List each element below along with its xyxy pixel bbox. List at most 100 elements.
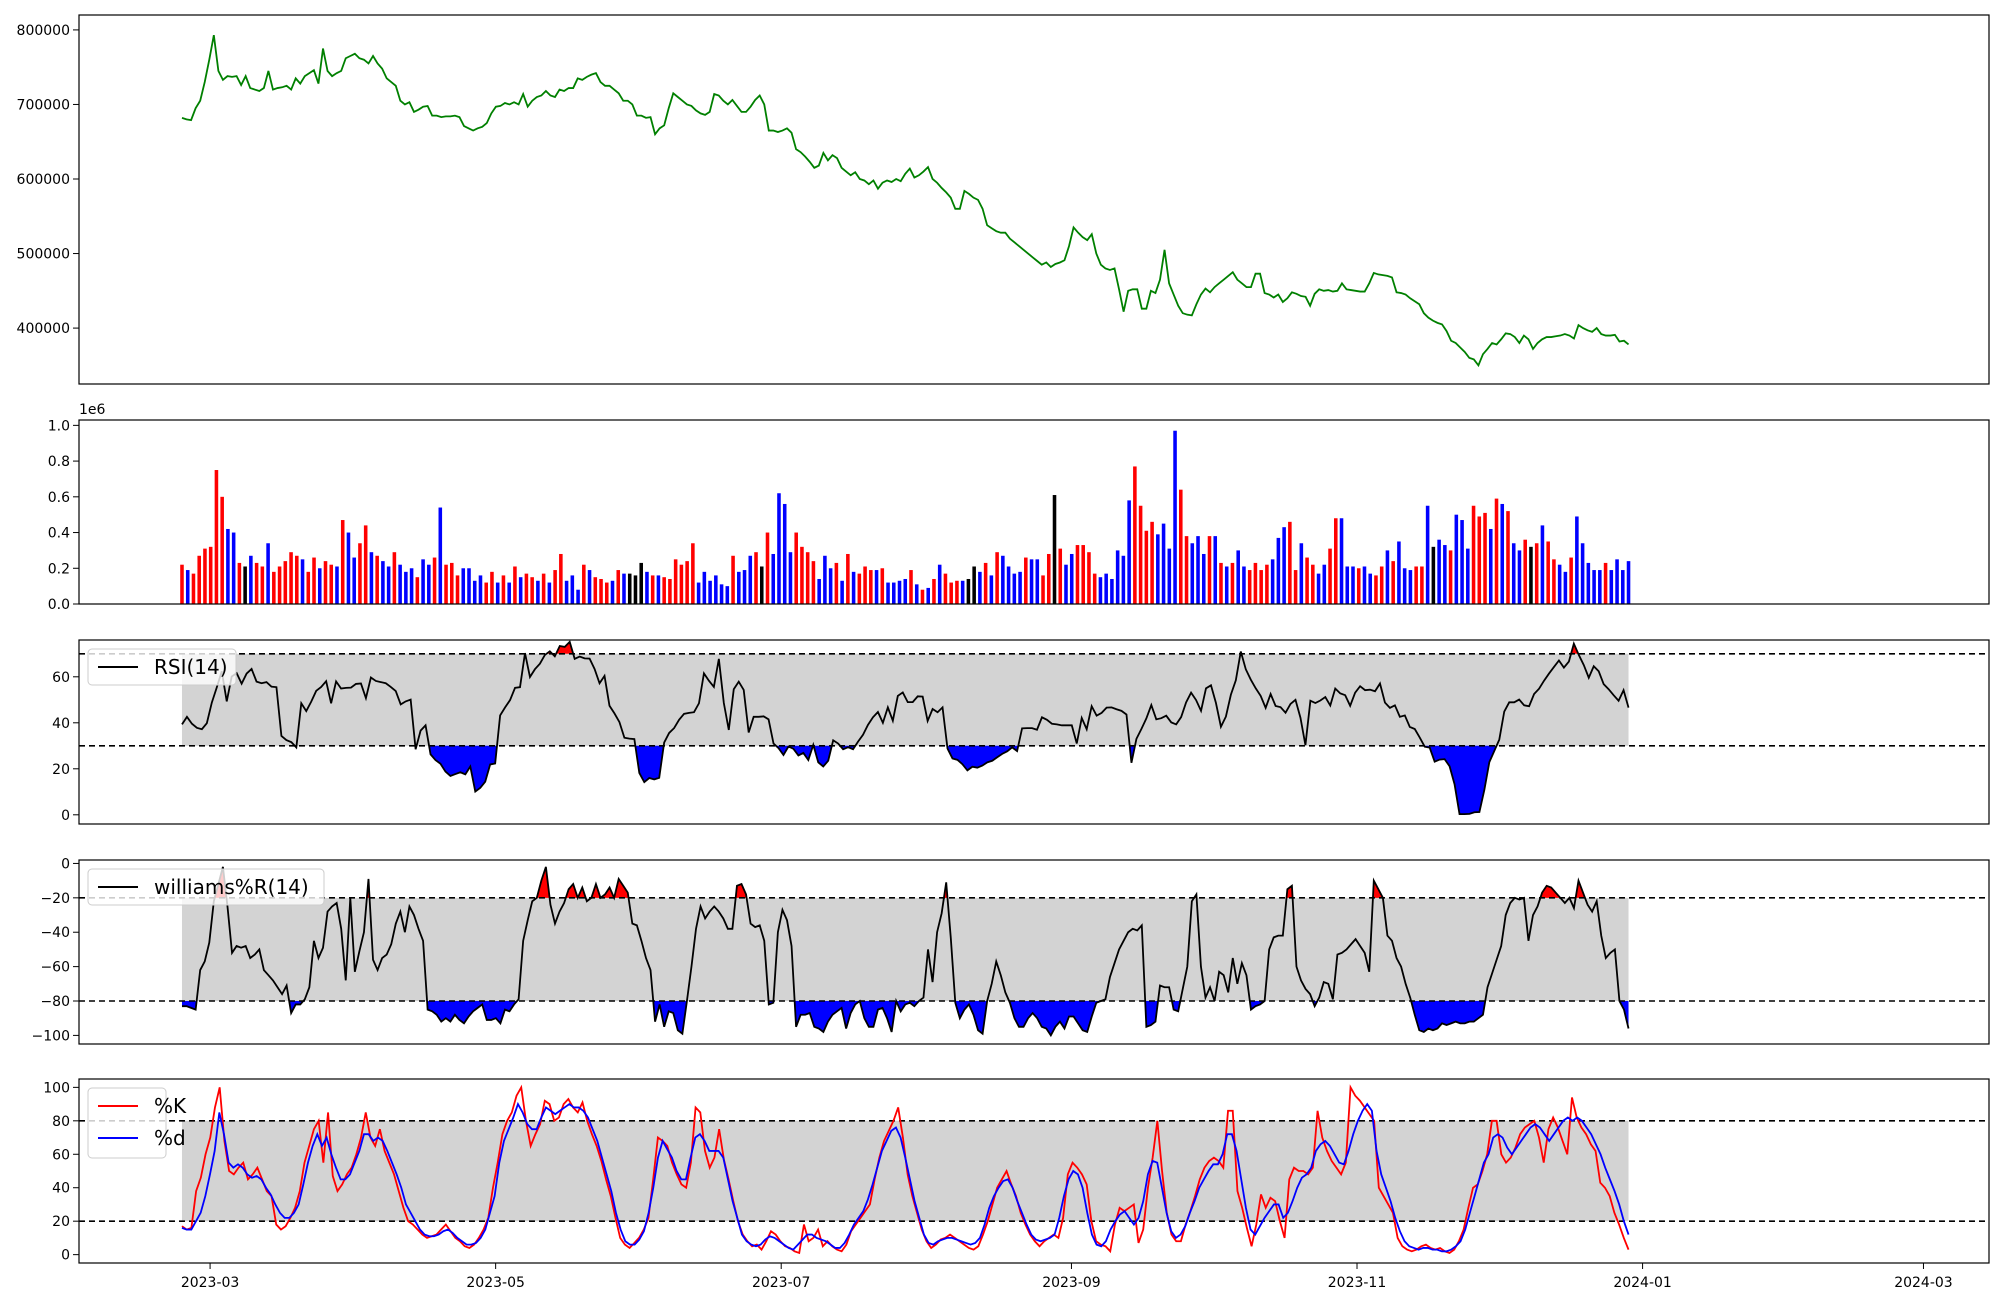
volume-bar <box>484 582 488 604</box>
volume-bar <box>1420 566 1424 604</box>
stochastic-x-tick-label: 2024-03 <box>1894 1275 1953 1291</box>
volume-bar <box>1006 566 1011 604</box>
volume-bar <box>983 562 988 604</box>
volume-plot-area <box>180 430 1631 604</box>
volume-bar <box>226 528 230 604</box>
volume-bar <box>1540 525 1545 604</box>
volume-bar <box>266 543 270 604</box>
williams-oversold-fill <box>181 1001 197 1010</box>
rsi-legend-label: RSI(14) <box>154 655 228 679</box>
volume-bar <box>960 580 965 604</box>
volume-bar <box>708 580 712 604</box>
volume-bar <box>432 557 437 604</box>
volume-bar <box>782 503 787 604</box>
volume-bar <box>897 580 902 604</box>
williams-panel: −100 −80 −60 −40 −20 0 williams%R(14) <box>32 856 1990 1045</box>
volume-bar <box>386 566 391 604</box>
volume-bar <box>978 571 982 604</box>
volume-bar <box>817 578 821 604</box>
volume-bar <box>352 557 356 604</box>
volume-bar <box>696 582 701 604</box>
williams-legend-box <box>87 868 325 906</box>
volume-bar <box>1408 570 1413 604</box>
volume-bar <box>536 580 540 604</box>
volume-bar <box>392 552 397 604</box>
volume-bar <box>524 573 529 604</box>
volume-bar <box>627 573 632 604</box>
volume-bar <box>1167 548 1172 604</box>
williams-overbought-fill <box>600 887 615 898</box>
williams-overbought-fill <box>591 884 601 898</box>
price-y-tick-label: 700000 <box>17 97 70 113</box>
williams-y-axis: −100 −80 −60 −40 −20 0 <box>32 856 79 1044</box>
rsi-legend-box <box>87 648 237 686</box>
williams-y-tick-label: −40 <box>40 925 70 941</box>
volume-bar <box>1115 550 1120 604</box>
volume-bar <box>1069 553 1074 604</box>
volume-bar <box>1207 536 1212 604</box>
volume-y-tick-label: 0.0 <box>48 597 70 613</box>
volume-bar <box>1362 566 1367 604</box>
volume-bar <box>748 555 753 604</box>
volume-bar <box>231 532 236 604</box>
volume-bar <box>455 575 460 604</box>
rsi-panel: 0 20 40 60 RSI(14) <box>52 639 1990 825</box>
rsi-frame <box>78 639 1990 825</box>
volume-bar <box>622 573 626 604</box>
volume-bar <box>289 552 293 604</box>
volume-bar <box>840 580 844 604</box>
stochastic-frame <box>78 1078 1990 1264</box>
stochastic-legend: %K %d <box>87 1087 187 1159</box>
stochastic-legend-d-label: %d <box>154 1126 186 1150</box>
rsi-plot-area <box>79 640 1989 816</box>
volume-bar <box>191 573 196 604</box>
volume-bar <box>673 559 678 604</box>
volume-bar <box>1219 562 1223 604</box>
volume-bar <box>180 564 184 604</box>
rsi-band <box>181 653 1629 746</box>
volume-bar <box>1046 553 1051 604</box>
price-panel: 400000 500000 600000 700000 800000 <box>17 14 1990 385</box>
volume-bar <box>788 552 793 604</box>
volume-bar <box>759 566 764 604</box>
rsi-y-tick-label: 0 <box>61 808 70 824</box>
volume-bar <box>650 575 655 604</box>
volume-bar <box>398 564 402 604</box>
williams-oversold-fill <box>794 1001 860 1032</box>
volume-bar <box>260 566 265 604</box>
volume-bar <box>381 561 385 604</box>
volume-bar <box>1552 559 1556 604</box>
volume-bar <box>1534 543 1539 604</box>
volume-bar <box>358 543 362 604</box>
stochastic-y-axis: 0 20 40 60 80 100 <box>43 1080 79 1264</box>
williams-oversold-fill <box>1411 1001 1486 1032</box>
volume-bar <box>283 561 288 604</box>
volume-bar <box>811 561 816 604</box>
volume-bar <box>553 570 557 604</box>
stochastic-y-tick-label: 100 <box>43 1080 70 1096</box>
volume-frame <box>78 419 1990 605</box>
volume-bar <box>857 573 862 604</box>
volume-bar <box>1081 545 1085 604</box>
volume-bar <box>369 552 374 604</box>
volume-bar <box>909 570 913 604</box>
volume-bar <box>937 564 942 604</box>
volume-bar <box>1029 559 1034 604</box>
volume-bar <box>903 578 908 604</box>
williams-y-tick-label: −20 <box>40 891 70 907</box>
volume-bar <box>547 582 552 604</box>
volume-bar <box>863 566 867 604</box>
volume-bar <box>450 562 454 604</box>
volume-bar <box>1494 498 1499 604</box>
price-y-tick-label: 400000 <box>17 321 70 337</box>
volume-bar <box>851 571 856 604</box>
volume-bar <box>1098 577 1103 604</box>
stochastic-d-line <box>181 1101 1630 1253</box>
volume-bar <box>662 577 666 604</box>
volume-bar <box>501 575 506 604</box>
volume-bar <box>1546 541 1550 604</box>
volume-bar <box>1173 430 1177 604</box>
rsi-y-tick-label: 60 <box>52 670 70 686</box>
volume-bar <box>1621 570 1625 604</box>
